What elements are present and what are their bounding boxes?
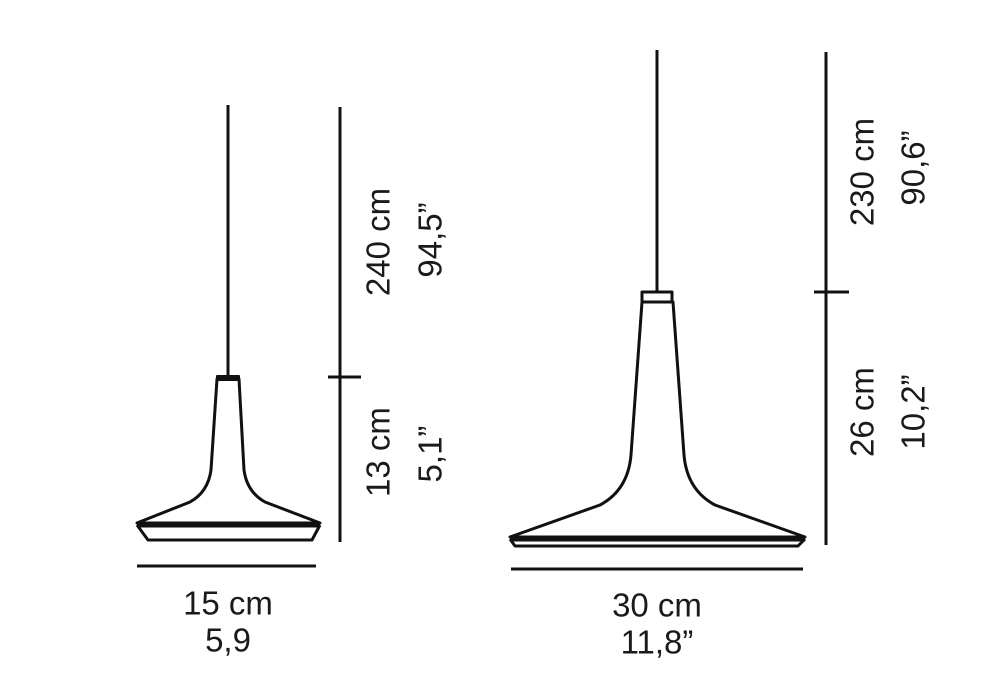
- large-height-in: 10,2”: [894, 374, 932, 450]
- small-lamp-shade: [135, 377, 322, 525]
- small-width-in: 5,9: [205, 621, 251, 659]
- large-width-in: 11,8”: [620, 623, 694, 661]
- small-width-cm: 15 cm: [183, 584, 273, 622]
- small-lamp: [135, 105, 322, 542]
- small-cable-length-in: 94,5”: [411, 202, 449, 278]
- large-cable-length-in: 90,6”: [894, 130, 932, 206]
- small-cable-length-cm: 240 cm: [359, 187, 397, 297]
- large-lamp: [508, 50, 807, 548]
- small-height-cm: 13 cm: [359, 407, 397, 497]
- large-cable-length-cm: 230 cm: [843, 117, 881, 227]
- large-lamp-shade: [508, 300, 807, 539]
- small-height-in: 5,1”: [411, 425, 449, 483]
- small-lamp-diffuser: [135, 524, 322, 542]
- large-width-cm: 30 cm: [612, 586, 702, 624]
- large-lamp-diffuser: [508, 537, 807, 548]
- large-height-cm: 26 cm: [843, 367, 881, 457]
